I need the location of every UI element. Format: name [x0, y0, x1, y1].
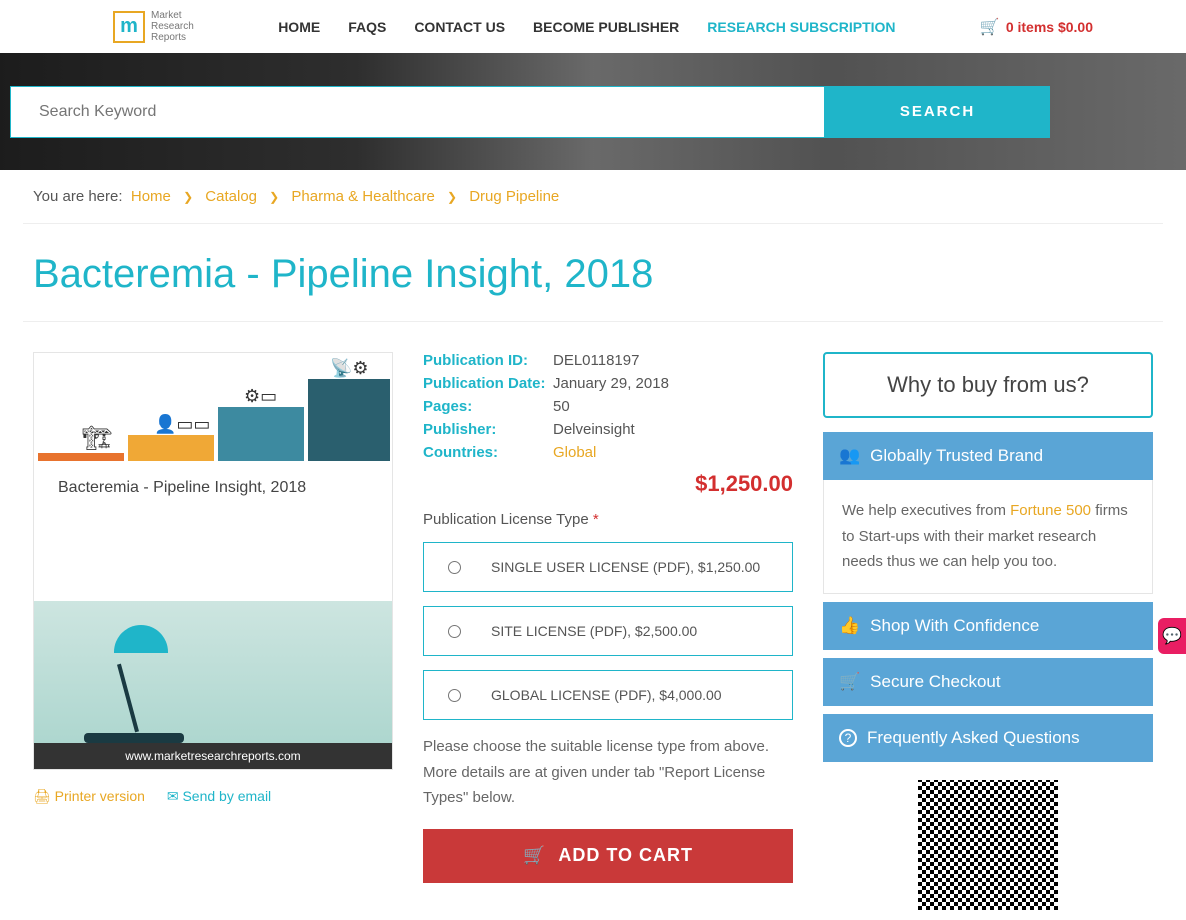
product-details-column: Publication ID:DEL0118197 Publication Da… [423, 352, 793, 883]
meta-label: Publisher: [423, 421, 553, 438]
cart-link[interactable]: 🛒 0 items $0.00 [980, 17, 1093, 37]
license-option-site[interactable]: SITE LICENSE (PDF), $2,500.00 [423, 606, 793, 656]
page-title: Bacteremia - Pipeline Insight, 2018 [23, 224, 1163, 322]
nav-publisher[interactable]: BECOME PUBLISHER [533, 19, 679, 35]
meta-label: Publication Date: [423, 375, 553, 392]
sidebar-title: Frequently Asked Questions [867, 728, 1080, 748]
main-content: 🏗 👤▭▭ ⚙▭ 📡⚙ Bacteremia - Pipeline Insigh… [23, 322, 1163, 920]
cart-text: 0 items $0.00 [1006, 19, 1093, 35]
meta-value-publisher: Delveinsight [553, 421, 635, 438]
cart-icon: 🛒 [839, 672, 860, 692]
add-to-cart-label: ADD TO CART [558, 845, 693, 866]
breadcrumb: You are here: Home ❯ Catalog ❯ Pharma & … [23, 170, 1163, 224]
sidebar-column: Why to buy from us? 👥 Globally Trusted B… [823, 352, 1153, 910]
sidebar-panel-confidence: 👍 Shop With Confidence [823, 602, 1153, 650]
meta-value-date: January 29, 2018 [553, 375, 669, 392]
breadcrumb-prefix: You are here: [33, 188, 123, 205]
send-email-link[interactable]: Send by email [182, 788, 271, 804]
sidebar-title: Globally Trusted Brand [870, 446, 1043, 466]
add-to-cart-button[interactable]: 🛒 ADD TO CART [423, 829, 793, 883]
logo-text: MarketResearchReports [151, 10, 194, 43]
license-option-global[interactable]: GLOBAL LICENSE (PDF), $4,000.00 [423, 670, 793, 720]
chat-tab[interactable]: 💬 [1158, 618, 1186, 654]
license-option-single[interactable]: SINGLE USER LICENSE (PDF), $1,250.00 [423, 542, 793, 592]
product-image-bottom: www.marketresearchreports.com [34, 601, 392, 769]
sidebar-header-trusted[interactable]: 👥 Globally Trusted Brand [823, 432, 1153, 480]
question-icon: ? [839, 729, 857, 747]
sidebar-header-confidence[interactable]: 👍 Shop With Confidence [823, 602, 1153, 650]
chevron-right-icon: ❯ [269, 190, 279, 204]
main-nav: HOME FAQS CONTACT US BECOME PUBLISHER RE… [278, 19, 895, 35]
meta-value-id: DEL0118197 [553, 352, 639, 369]
license-radio-global[interactable] [448, 689, 461, 702]
meta-value-countries[interactable]: Global [553, 444, 596, 461]
sidebar-header-faq[interactable]: ? Frequently Asked Questions [823, 714, 1153, 762]
license-radio-single[interactable] [448, 561, 461, 574]
breadcrumb-pipeline[interactable]: Drug Pipeline [469, 188, 559, 205]
sidebar-title: Secure Checkout [870, 672, 1000, 692]
license-radio-site[interactable] [448, 625, 461, 638]
header: m MarketResearchReports HOME FAQS CONTAC… [13, 0, 1173, 53]
sidebar-panel-faq: ? Frequently Asked Questions [823, 714, 1153, 762]
product-image: 🏗 👤▭▭ ⚙▭ 📡⚙ Bacteremia - Pipeline Insigh… [33, 352, 393, 770]
license-option-label: GLOBAL LICENSE (PDF), $4,000.00 [491, 687, 722, 703]
nav-contact[interactable]: CONTACT US [414, 19, 505, 35]
product-actions: 🖨 Printer version ✉ Send by email [33, 770, 393, 823]
printer-icon: 🖨 [33, 788, 51, 804]
thumbs-up-icon: 👍 [839, 616, 860, 636]
hero-search: SEARCH [0, 53, 1186, 170]
sidebar-title: Shop With Confidence [870, 616, 1039, 636]
price: $1,250.00 [423, 471, 793, 497]
product-image-footer: www.marketresearchreports.com [34, 743, 392, 769]
logo[interactable]: m MarketResearchReports [113, 10, 194, 43]
qr-code [918, 780, 1058, 910]
cart-icon: 🛒 [980, 17, 1000, 37]
license-helper-text: Please choose the suitable license type … [423, 734, 793, 811]
meta-label: Publication ID: [423, 352, 553, 369]
nav-home[interactable]: HOME [278, 19, 320, 35]
product-image-column: 🏗 👤▭▭ ⚙▭ 📡⚙ Bacteremia - Pipeline Insigh… [33, 352, 393, 823]
breadcrumb-catalog[interactable]: Catalog [205, 188, 257, 205]
nav-faqs[interactable]: FAQS [348, 19, 386, 35]
breadcrumb-home[interactable]: Home [131, 188, 171, 205]
email-icon: ✉ [167, 788, 179, 804]
sidebar-header-checkout[interactable]: 🛒 Secure Checkout [823, 658, 1153, 706]
meta-label: Countries: [423, 444, 553, 461]
search-button[interactable]: SEARCH [825, 86, 1050, 138]
chevron-right-icon: ❯ [183, 190, 193, 204]
license-option-label: SITE LICENSE (PDF), $2,500.00 [491, 623, 697, 639]
why-buy-box[interactable]: Why to buy from us? [823, 352, 1153, 418]
sidebar-panel-checkout: 🛒 Secure Checkout [823, 658, 1153, 706]
chevron-right-icon: ❯ [447, 190, 457, 204]
breadcrumb-pharma[interactable]: Pharma & Healthcare [291, 188, 434, 205]
sidebar-panel-trusted: 👥 Globally Trusted Brand We help executi… [823, 432, 1153, 594]
meta-value-pages: 50 [553, 398, 570, 415]
product-image-caption: Bacteremia - Pipeline Insight, 2018 [34, 461, 392, 601]
license-option-label: SINGLE USER LICENSE (PDF), $1,250.00 [491, 559, 760, 575]
users-icon: 👥 [839, 446, 860, 466]
search-input[interactable] [10, 86, 825, 138]
nav-subscription[interactable]: RESEARCH SUBSCRIPTION [707, 19, 895, 35]
fortune-500-link[interactable]: Fortune 500 [1010, 502, 1091, 519]
cart-icon: 🛒 [523, 845, 546, 866]
logo-icon: m [113, 11, 145, 43]
product-image-top: 🏗 👤▭▭ ⚙▭ 📡⚙ [34, 353, 392, 461]
chat-icon: 💬 [1162, 626, 1182, 646]
license-type-label: Publication License Type * [423, 511, 793, 528]
sidebar-body-trusted: We help executives from Fortune 500 firm… [823, 480, 1153, 594]
meta-label: Pages: [423, 398, 553, 415]
printer-version-link[interactable]: Printer version [55, 788, 145, 804]
